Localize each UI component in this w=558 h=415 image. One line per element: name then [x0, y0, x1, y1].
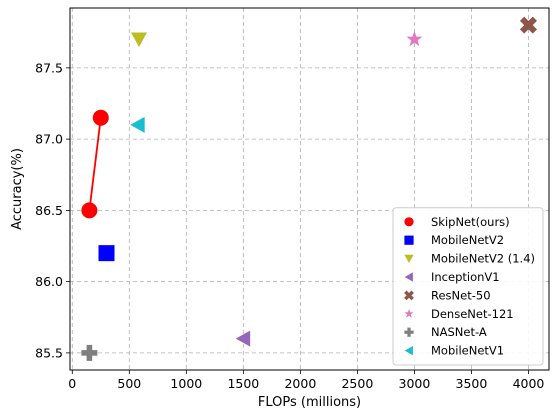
x-tick-label: 500	[117, 376, 141, 391]
plot-frame	[69, 7, 550, 371]
x-tick-label: 3000	[399, 376, 431, 391]
legend-marker-mobilenetv2	[404, 235, 414, 245]
legend-item-inceptionv1: InceptionV1	[404, 270, 500, 284]
data-point-resnet-50-stroke	[519, 16, 537, 34]
legend: SkipNet(ours) MobileNetV2 MobileNetV2 (1.4…	[392, 207, 544, 366]
data-point-nasnet-a-bar	[86, 344, 93, 361]
series-resnet-50	[519, 16, 537, 34]
legend-label-skipnet-ours: SkipNet(ours)	[431, 215, 510, 229]
series-layer	[81, 16, 537, 361]
series-mobilenetv1	[130, 116, 145, 133]
ticks: 0 500 1000 1500 2000 2500 3000 3500 4000 85.5 86.0…	[35, 60, 544, 391]
legend-marker-resnet-50	[404, 290, 414, 301]
legend-marker-densenet-121	[404, 308, 414, 318]
legend-label-mobilenetv1: MobileNetV1	[431, 344, 504, 358]
x-tick-label: 0	[68, 376, 76, 391]
legend-item-nasnet-a: NASNet-A	[404, 325, 487, 339]
series-line-skipnet-ours	[88, 117, 102, 211]
y-tick-label: 85.5	[35, 345, 63, 360]
series-mobilenetv2-1-4	[130, 32, 147, 47]
legend-marker-mobilenetv1	[404, 346, 413, 356]
y-axis-label: Accuracy(%)	[10, 148, 25, 230]
y-tick-label: 87.5	[35, 60, 63, 75]
data-point-inceptionv1	[235, 330, 251, 347]
series-skipnet-ours	[81, 109, 109, 219]
legend-label-mobilenetv2: MobileNetV2	[431, 233, 504, 247]
data-point-mobilenetv2-1-4	[130, 32, 147, 47]
legend-marker-skipnet-ours	[404, 217, 414, 227]
legend-item-mobilenetv2: MobileNetV2	[404, 233, 504, 247]
y-tick-label: 86.5	[35, 203, 63, 218]
data-point-nasnet-a	[81, 344, 98, 361]
data-point-mobilenetv2	[98, 245, 115, 262]
legend-item-resnet-50: ResNet-50	[404, 288, 491, 302]
data-point-densenet-121	[406, 30, 423, 47]
legend-box	[392, 207, 544, 366]
data-point-mobilenetv1	[130, 116, 145, 133]
data-point-resnet-50	[519, 16, 537, 34]
legend-label-inceptionv1: InceptionV1	[431, 270, 500, 284]
legend-label-resnet-50: ResNet-50	[431, 288, 491, 302]
legend-item-mobilenetv1: MobileNetV1	[404, 344, 504, 358]
legend-label-nasnet-a: NASNet-A	[431, 325, 487, 339]
x-tick-label: 1500	[227, 376, 259, 391]
x-tick-label: 2500	[341, 376, 373, 391]
data-point-skipnet-ours	[81, 202, 98, 219]
legend-marker-mobilenetv2-1-4	[404, 254, 414, 263]
series-mobilenetv2	[98, 245, 115, 262]
x-tick-label: 2000	[284, 376, 316, 391]
legend-label-densenet-121: DenseNet-121	[431, 307, 514, 321]
legend-marker-inceptionv1	[404, 272, 413, 282]
legend-item-densenet-121: DenseNet-121	[404, 307, 514, 321]
y-tick-label: 86.0	[35, 274, 63, 289]
data-point-skipnet-ours	[92, 109, 109, 126]
x-tick-label: 1000	[170, 376, 202, 391]
x-tick-label: 3500	[456, 376, 488, 391]
legend-label-mobilenetv2-1-4: MobileNetV2 (1.4)	[431, 252, 535, 266]
series-densenet-121	[406, 30, 423, 47]
legend-marker-nasnet-a-bar	[407, 327, 411, 337]
legend-marker-nasnet-a	[404, 327, 414, 337]
y-tick-label: 87.0	[35, 132, 63, 147]
x-axis-label: FLOPs (millions)	[258, 395, 361, 410]
legend-marker-resnet-50-stroke	[404, 290, 414, 301]
legend-item-mobilenetv2-1-4: MobileNetV2 (1.4)	[404, 252, 535, 266]
series-nasnet-a	[81, 344, 98, 361]
legend-item-skipnet-ours: SkipNet(ours)	[404, 215, 510, 229]
x-tick-label: 4000	[513, 376, 545, 391]
series-inceptionv1	[235, 330, 251, 347]
